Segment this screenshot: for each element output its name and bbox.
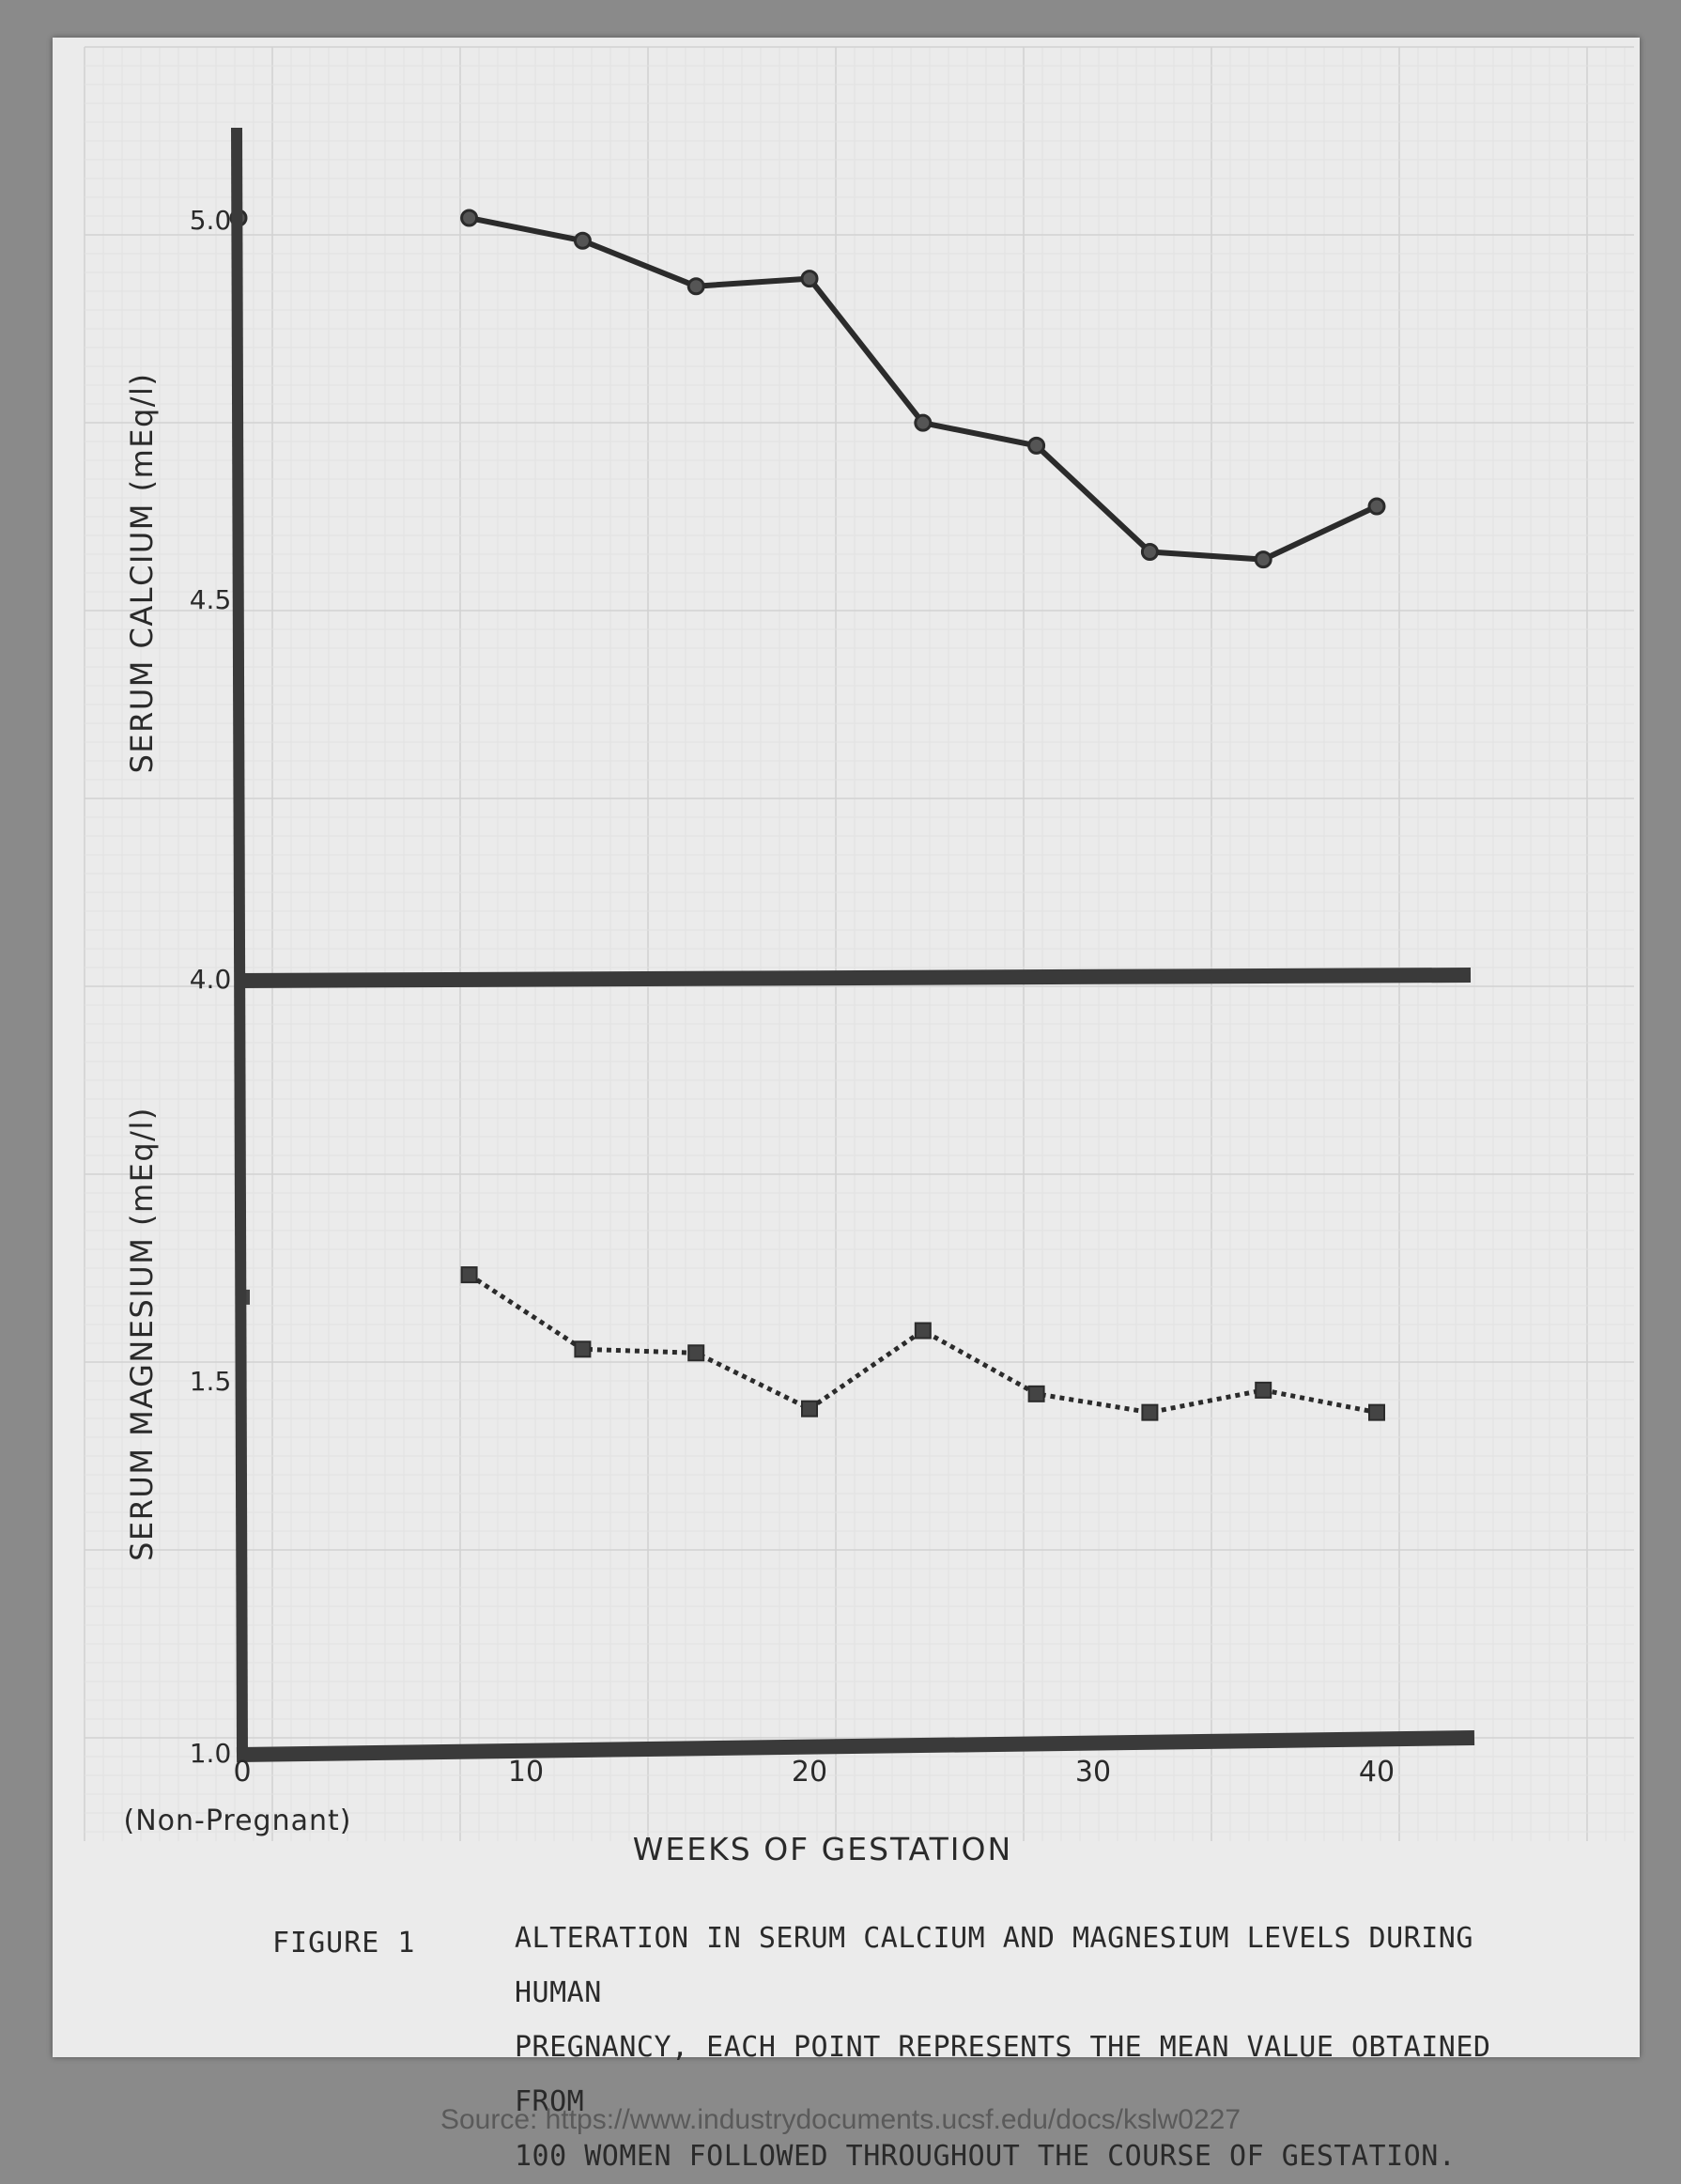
y-tick-label: 5.0: [190, 205, 232, 236]
x-tick-label: 0: [233, 1756, 251, 1789]
x-axis-title: WEEKS OF GESTATION: [633, 1831, 1012, 1867]
document-page: [53, 38, 1640, 2057]
calcium-data-point: [573, 231, 592, 250]
magnesium-data-point: [687, 1344, 705, 1362]
chart-marks: [229, 209, 1386, 1421]
x-axis-line: [236, 1730, 1475, 1762]
calcium-data-point: [1367, 497, 1386, 516]
calcium-data-point: [1027, 436, 1046, 455]
magnesium-data-point: [460, 1266, 478, 1284]
magnesium-data-point: [1368, 1403, 1385, 1421]
y-axis-line: [231, 127, 248, 1758]
magnesium-data-point: [1141, 1403, 1159, 1421]
source-footer: Source: https://www.industrydocuments.uc…: [440, 2104, 1241, 2135]
magnesium-data-point: [1255, 1381, 1272, 1399]
caption-line: 100 WOMEN FOLLOWED THROUGHOUT THE COURSE…: [515, 2140, 1457, 2173]
caption-line: ALTERATION IN SERUM CALCIUM AND MAGNESIU…: [515, 1922, 1473, 2009]
y-tick-label: 1.0: [190, 1738, 232, 1769]
x-tick-sublabel: (Non-Pregnant): [124, 1805, 352, 1837]
calcium-data-point: [1254, 550, 1272, 569]
calcium-y-axis-title: SERUM CALCIUM (mEq/l): [124, 373, 160, 774]
magnesium-data-point: [574, 1340, 592, 1358]
x-tick-label: 30: [1075, 1756, 1111, 1789]
figure-label: FIGURE 1: [272, 1927, 416, 1959]
graph-paper-grid: [84, 46, 1634, 1841]
calcium-data-point: [800, 270, 819, 288]
magnesium-data-point: [1027, 1385, 1045, 1402]
x-tick-label: 40: [1359, 1756, 1395, 1789]
calcium-data-point: [914, 413, 933, 432]
calcium-data-point: [686, 277, 705, 296]
panel-divider-line: [234, 968, 1472, 988]
magnesium-data-point: [914, 1322, 932, 1340]
x-tick-label: 20: [792, 1756, 827, 1789]
y-tick-label: 4.5: [190, 584, 232, 615]
magnesium-data-point: [801, 1400, 818, 1417]
calcium-data-point: [1140, 543, 1159, 562]
y-tick-label: 4.0: [190, 964, 232, 995]
magnesium-y-axis-title: SERUM MAGNESIUM (mEq/l): [124, 1107, 160, 1561]
magnesium-series-line: [468, 1273, 1378, 1416]
calcium-data-point: [460, 209, 479, 227]
caption-line: PREGNANCY, EACH POINT REPRESENTS THE MEA…: [515, 2031, 1491, 2118]
figure-caption-text: ALTERATION IN SERUM CALCIUM AND MAGNESIU…: [515, 1912, 1557, 2184]
calcium-series-line: [469, 215, 1379, 563]
chart-axes: 5.0 4.5 4.0 1.5 1.00 10 20 30 40: [190, 127, 1475, 1789]
y-tick-label: 1.5: [190, 1366, 232, 1397]
x-tick-label: 10: [508, 1756, 544, 1789]
